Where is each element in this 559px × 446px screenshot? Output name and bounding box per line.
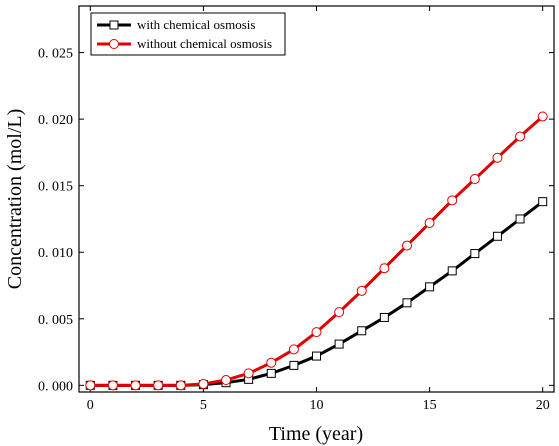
data-point-without (492, 152, 503, 163)
data-point-without (537, 111, 548, 122)
legend-marker-without (109, 39, 119, 49)
x-tick-label: 0 (87, 398, 94, 413)
data-point-without (153, 380, 164, 391)
y-tick-label: 0. 005 (38, 313, 73, 328)
data-point-with (402, 298, 412, 308)
data-point-without (447, 195, 458, 206)
data-point-without (379, 263, 390, 274)
data-point-without (334, 307, 345, 318)
y-tick-label: 0. 010 (38, 246, 73, 261)
data-point-without (515, 131, 526, 142)
data-point-with (357, 326, 367, 336)
data-point-with (266, 368, 276, 378)
data-point-without (198, 379, 209, 390)
data-point-without (175, 380, 186, 391)
x-tick-label: 15 (423, 398, 437, 413)
data-point-without (401, 240, 412, 251)
data-point-with (312, 351, 321, 361)
x-tick-label: 20 (536, 398, 550, 413)
y-tick-label: 0. 015 (38, 180, 73, 195)
legend-label-with: with chemical osmosis (137, 17, 255, 32)
data-point-with (470, 249, 480, 259)
y-tick-label: 0. 025 (38, 47, 73, 62)
axis-ticks: 0 5 10 15 20 0. 000 0. 005 0. 010 0. 015 0. 020 0.… (38, 6, 554, 413)
series-layer (85, 111, 548, 391)
data-point-with (289, 360, 299, 370)
data-point-without (243, 368, 254, 379)
x-tick-label: 5 (200, 398, 207, 413)
legend-marker-with (109, 20, 119, 30)
legend-box (90, 12, 286, 56)
data-point-without (469, 174, 480, 185)
x-tick-label: 10 (310, 398, 324, 413)
data-point-with (425, 282, 435, 292)
data-point-without (288, 344, 299, 355)
data-point-without (85, 380, 96, 391)
y-tick-label: 0. 000 (38, 379, 73, 394)
data-point-with (538, 197, 548, 207)
data-point-with (334, 339, 344, 349)
legend-label-without: without chemical osmosis (137, 36, 272, 51)
y-axis-label: Concentration (mol/L) (4, 109, 26, 290)
data-point-with (515, 214, 525, 224)
data-point-with (447, 266, 457, 276)
data-point-without (424, 217, 435, 228)
data-point-without (221, 375, 232, 386)
data-point-without (107, 380, 118, 391)
data-point-with (379, 312, 389, 322)
data-point-without (130, 380, 141, 391)
y-tick-label: 0. 020 (38, 113, 73, 128)
x-axis-label: Time (year) (269, 423, 363, 445)
data-point-without (266, 357, 277, 368)
data-point-without (356, 285, 367, 296)
data-point-with (492, 231, 502, 241)
data-point-without (311, 327, 322, 338)
legend: with chemical osmosis without chemical o… (90, 12, 286, 56)
